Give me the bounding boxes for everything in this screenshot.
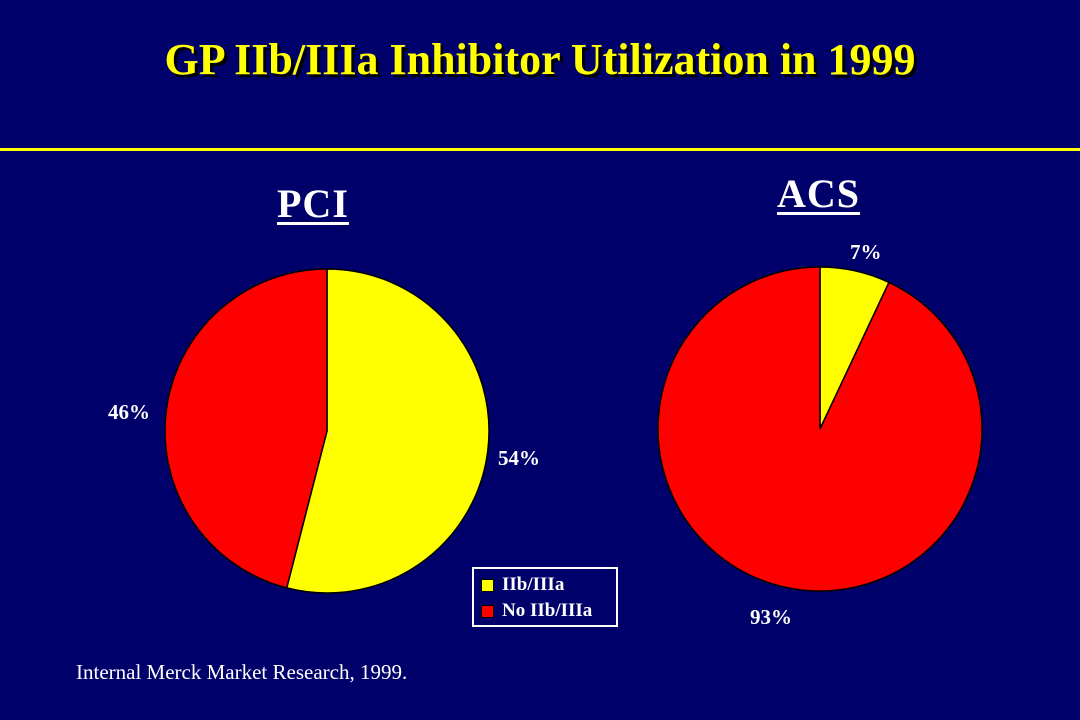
pci-slice-label-no-iib-iiia: 46% [108,400,150,424]
title-divider [0,148,1080,151]
acs-slice-label-iib-iiia: 7% [850,240,882,264]
legend-label-iib-iiia: IIb/IIIa [502,574,565,595]
pci-slice-label-iib-iiia: 54% [498,446,540,470]
slide-title: GP IIb/IIIa Inhibitor Utilization in 199… [164,35,916,84]
pci-chart-title: PCI [277,181,349,226]
legend-swatch-iib-iiia [481,578,494,592]
pci-slice-no-iib-iiia [164,268,328,589]
acs-slice-label-no-iib-iiia: 93% [750,605,792,629]
legend-label-no-iib-iiia: No IIb/IIIa [502,600,593,621]
pci-slice-iib-iiia [285,268,490,594]
chart-legend: IIb/IIIa No IIb/IIIa [472,567,618,627]
legend-swatch-no-iib-iiia [481,604,494,618]
acs-chart-title: ACS [777,171,861,216]
source-citation: Internal Merck Market Research, 1999. [76,660,408,684]
legend-item-no-iib-iiia: No IIb/IIIa [481,598,616,624]
acs-slice-no-iib-iiia [657,266,983,592]
legend-item-iib-iiia: IIb/IIIa [481,572,616,598]
